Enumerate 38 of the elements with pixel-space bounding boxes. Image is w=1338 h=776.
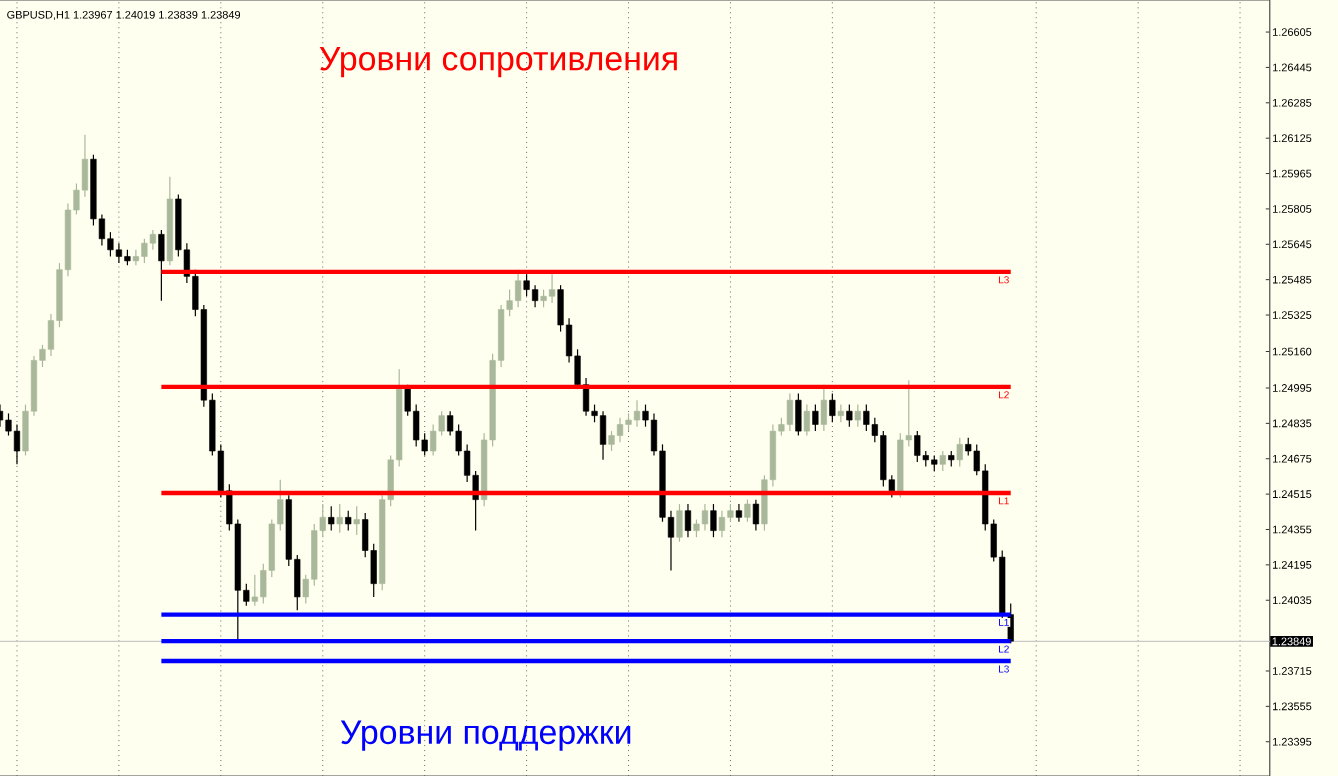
candlestick bbox=[710, 503, 717, 538]
candlestick bbox=[786, 392, 793, 432]
candlestick bbox=[328, 505, 335, 532]
candlestick bbox=[795, 392, 802, 437]
candlestick bbox=[846, 403, 853, 428]
candlestick bbox=[829, 392, 836, 423]
candlestick bbox=[684, 503, 692, 538]
candlestick bbox=[158, 229, 165, 302]
candlestick bbox=[820, 384, 827, 432]
candlestick bbox=[676, 503, 683, 543]
candlestick bbox=[336, 503, 343, 534]
candlestick bbox=[939, 450, 946, 472]
candlestick bbox=[599, 410, 607, 461]
candlestick bbox=[863, 403, 870, 432]
candlestick bbox=[345, 510, 352, 532]
candlestick bbox=[115, 242, 123, 264]
candlestick bbox=[803, 403, 810, 437]
candlestick bbox=[13, 423, 21, 465]
candlestick bbox=[531, 284, 539, 308]
candlestick bbox=[701, 503, 709, 532]
candlestick bbox=[812, 403, 819, 432]
candlestick bbox=[548, 273, 556, 304]
candlestick bbox=[752, 499, 760, 532]
candlestick bbox=[149, 229, 156, 251]
candlestick bbox=[633, 399, 641, 428]
candlestick bbox=[608, 430, 615, 452]
candlestick bbox=[353, 505, 360, 536]
annotation: Уровни сопротивления bbox=[319, 46, 677, 78]
candlestick bbox=[837, 403, 844, 423]
candlestick bbox=[956, 437, 963, 468]
candlestick bbox=[744, 499, 751, 523]
candlestick bbox=[616, 417, 624, 443]
candlestick bbox=[718, 510, 726, 538]
candlestick bbox=[430, 423, 437, 457]
annotation: Уровни поддержки bbox=[340, 720, 631, 751]
candlestick bbox=[914, 430, 921, 463]
candlestick bbox=[854, 403, 861, 428]
candlestick bbox=[735, 503, 743, 523]
